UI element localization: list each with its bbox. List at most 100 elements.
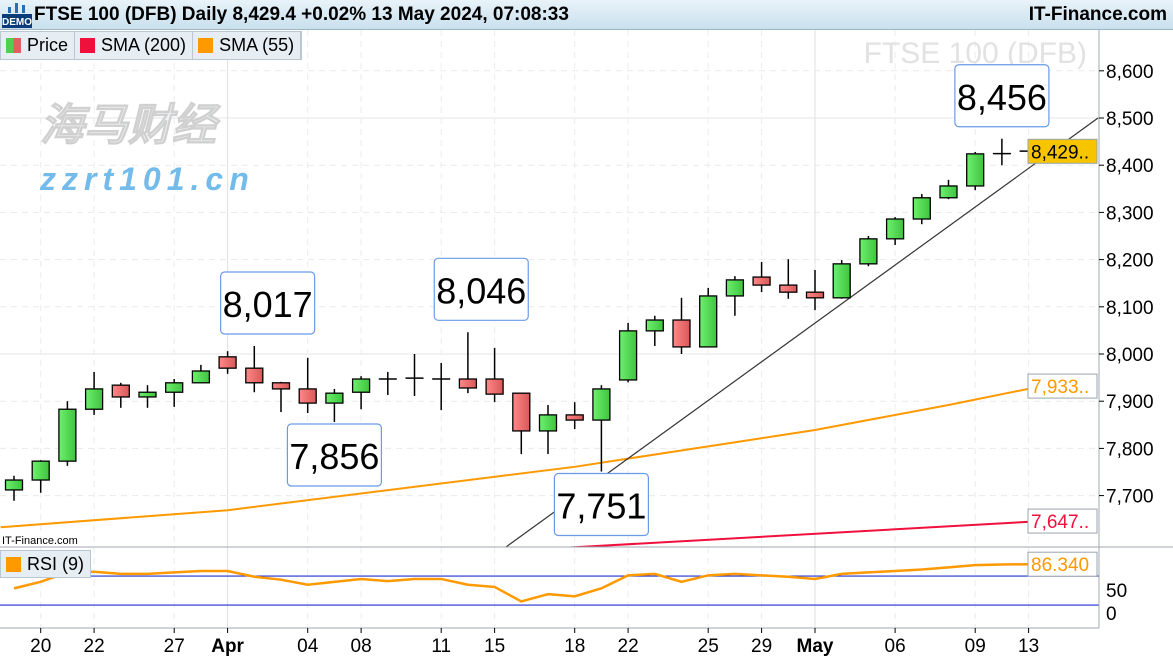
candle-up <box>351 378 371 393</box>
candle-up <box>966 153 985 187</box>
rsi-tick-label: 50 <box>1106 581 1127 602</box>
x-tick-label: 22 <box>618 636 639 657</box>
candle-down <box>245 367 264 384</box>
candle-up <box>912 197 931 220</box>
candle-up <box>165 382 184 393</box>
y-tick-label: 8,100 <box>1106 298 1154 319</box>
rsi-swatch-icon <box>6 556 21 572</box>
candle-up <box>31 460 50 481</box>
candle-down <box>752 276 771 286</box>
rsi-line <box>13 562 1029 603</box>
rsi-legend-label: RSI (9) <box>27 553 85 574</box>
last-price-label: 8,429.. <box>1031 142 1089 163</box>
candle-down <box>672 319 691 348</box>
x-tick-label: 22 <box>84 636 105 657</box>
candle-up <box>138 391 157 398</box>
candle-up <box>84 388 104 410</box>
x-tick-label: 13 <box>1018 636 1039 657</box>
rsi-value-label-box <box>1027 551 1098 577</box>
candle-up <box>325 392 344 404</box>
annotation-label: 7,856 <box>289 436 379 477</box>
rsi-tick-label: 0 <box>1106 604 1117 625</box>
legend-label: Price <box>27 35 69 55</box>
sma200-line <box>561 520 1043 547</box>
demo-badge-icon: DEMO <box>2 3 32 28</box>
candle-down <box>512 392 531 432</box>
candle-up <box>4 479 24 491</box>
sma200-value-label-box <box>1027 508 1098 534</box>
site-watermark-cn: 海马财经 <box>40 101 221 150</box>
legend-label: SMA (200) <box>101 35 187 55</box>
rsi-legend[interactable]: RSI (9) <box>0 550 92 578</box>
y-tick-label: 7,700 <box>1106 487 1154 508</box>
x-tick-label: 11 <box>431 636 451 657</box>
candle-up <box>645 319 664 332</box>
x-tick-label: 15 <box>484 636 505 657</box>
sma55-line <box>0 385 1043 529</box>
candle-down <box>805 291 825 299</box>
x-tick-label: May <box>797 636 834 657</box>
sma200-swatch-icon <box>80 38 96 53</box>
copyright-text: IT-Finance.com <box>2 535 78 547</box>
annotation-box <box>553 472 650 537</box>
rsi-value-label: 86.340 <box>1031 555 1089 576</box>
legend-price[interactable]: Price <box>1 32 76 59</box>
candle-down <box>218 356 237 369</box>
candle-up <box>191 370 211 384</box>
candle-up <box>832 263 851 299</box>
candle-down <box>271 382 291 390</box>
annotation-box <box>220 271 316 335</box>
chart-header: DEMO FTSE 100 (DFB) Daily 8,429.4 +0.02%… <box>0 0 1173 30</box>
annotation-label: 8,456 <box>957 77 1047 118</box>
x-tick-label: 29 <box>751 636 772 657</box>
y-tick-label: 7,900 <box>1106 392 1154 413</box>
y-tick-label: 8,400 <box>1106 156 1154 177</box>
sma55-swatch-icon <box>198 38 214 53</box>
candle-up <box>699 295 718 348</box>
price-swatch-icon <box>6 38 21 53</box>
annotation-box <box>286 423 382 487</box>
candle-down <box>458 378 478 389</box>
annotation-box <box>954 64 1050 128</box>
y-tick-label: 7,800 <box>1106 439 1154 460</box>
candle-up <box>939 185 958 199</box>
demo-badge-text: DEMO <box>2 17 32 28</box>
annotation-label: 8,046 <box>436 270 526 311</box>
candle-up <box>725 279 745 297</box>
candle-down <box>111 384 130 398</box>
x-tick-label: 08 <box>351 636 372 657</box>
x-tick-label: Apr <box>211 636 244 657</box>
candle-down <box>779 284 798 293</box>
sma55-value-label-box <box>1027 373 1098 399</box>
candle-up <box>538 414 558 432</box>
x-tick-label: 06 <box>885 636 906 657</box>
legend-label: SMA (55) <box>219 35 295 55</box>
annotation-label: 8,017 <box>223 284 313 325</box>
chart-legend: Price SMA (200) SMA (55) <box>0 31 303 60</box>
sma55-value-label: 7,933.. <box>1031 377 1089 398</box>
x-tick-label: 18 <box>564 636 585 657</box>
candle-down <box>565 414 584 421</box>
last-price-label-box <box>1027 138 1098 164</box>
candle-up <box>58 408 77 462</box>
legend-sma200[interactable]: SMA (200) <box>75 32 194 59</box>
annotation-label: 7,751 <box>556 486 646 527</box>
x-tick-label: 20 <box>30 636 51 657</box>
candle-up <box>885 218 905 240</box>
legend-sma55[interactable]: SMA (55) <box>193 32 302 59</box>
candle-down <box>298 388 317 404</box>
x-tick-label: 25 <box>698 636 719 657</box>
x-tick-label: 09 <box>965 636 986 657</box>
candle-up <box>618 330 638 381</box>
sma200-value-label: 7,647.. <box>1031 512 1089 533</box>
x-tick-label: 04 <box>297 636 319 657</box>
candle-up <box>859 238 878 265</box>
site-watermark-url: zzrt101.cn <box>39 161 255 197</box>
y-tick-label: 8,500 <box>1106 109 1154 130</box>
brand-name: IT-Finance.com <box>1028 4 1167 25</box>
y-tick-label: 8,000 <box>1106 345 1154 366</box>
y-tick-label: 8,200 <box>1106 251 1154 272</box>
annotation-box <box>433 257 529 321</box>
y-tick-label: 8,300 <box>1106 203 1154 224</box>
